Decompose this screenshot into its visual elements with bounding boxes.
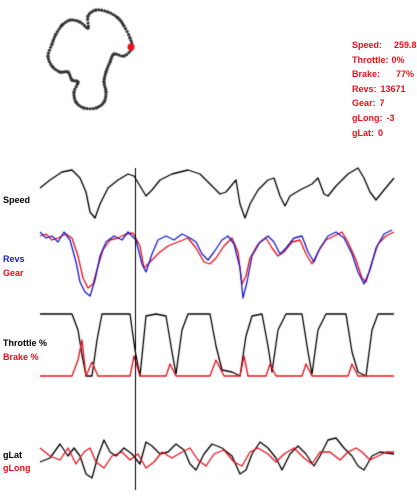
glong-panel-label: gLong	[3, 463, 31, 473]
readout-glong: gLong: -3	[352, 111, 417, 126]
speed-panel-label: Speed	[3, 195, 31, 205]
readout-brake: Brake: 77%	[352, 67, 417, 82]
readout-revs: Revs: 13671	[352, 82, 417, 97]
readout-glong-value: -3	[386, 112, 395, 123]
readout-glat-label: gLat:	[352, 127, 374, 138]
gear-panel-label: Gear	[3, 268, 24, 278]
readout-glat: gLat: 0	[352, 126, 417, 141]
readout-brake-label: Brake:	[352, 69, 381, 80]
brake-panel-label: Brake %	[3, 352, 39, 362]
readout-glat-value: 0	[378, 127, 384, 138]
throttle-panel-label: Throttle %	[3, 338, 47, 348]
readout-speed-value: 259.8	[394, 40, 417, 50]
readout-throttle-value: 0%	[391, 54, 405, 65]
live-readout-panel: Speed: 259.8 Throttle: 0% Brake: 77% Revs: 1…	[352, 38, 417, 140]
readout-brake-value: 77%	[396, 69, 415, 80]
readout-revs-value: 13671	[380, 83, 406, 94]
readout-revs-label: Revs:	[352, 83, 377, 94]
readout-gear: Gear: 7	[352, 96, 417, 111]
readout-speed: Speed: 259.8	[352, 38, 417, 53]
readout-gear-value: 7	[379, 98, 385, 109]
glat-panel-label: gLat	[3, 450, 22, 460]
revs-panel-label: Revs	[3, 254, 25, 264]
readout-throttle: Throttle: 0%	[352, 53, 417, 68]
readout-glong-label: gLong:	[352, 112, 383, 123]
readout-throttle-label: Throttle:	[352, 54, 389, 65]
readout-speed-label: Speed:	[352, 40, 383, 50]
readout-gear-label: Gear:	[352, 98, 376, 109]
